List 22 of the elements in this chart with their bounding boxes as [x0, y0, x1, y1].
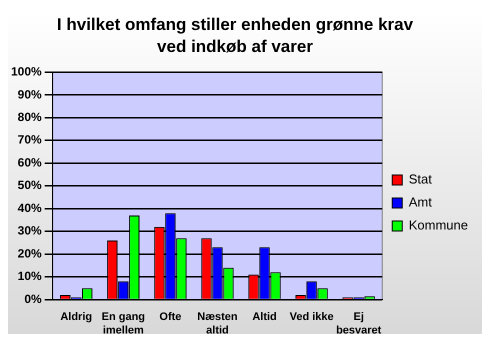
x-tick-label: Ofte: [159, 311, 182, 324]
y-tick-label: 70%: [18, 132, 42, 147]
x-tick-label: Altid: [252, 311, 277, 324]
y-tick-label: 0%: [24, 292, 42, 306]
y-tick-label: 10%: [18, 269, 42, 284]
chart-title: I hvilket omfang stiller enheden grønne krav ved indkøb af varer: [56, 14, 414, 58]
y-tick-label: 80%: [18, 110, 42, 124]
y-tick-label: 30%: [18, 224, 42, 238]
y-tick-label: 40%: [18, 200, 42, 215]
x-tick-label: Næsten altid: [197, 311, 238, 336]
legend-label: Kommune: [408, 218, 468, 233]
x-tick-label: Aldrig: [60, 311, 92, 324]
x-tick-label: Ved ikke: [290, 311, 334, 324]
y-tick-label: 50%: [18, 178, 42, 192]
x-tick-label: En gang imellem: [102, 311, 146, 336]
y-tick-label: 60%: [18, 155, 42, 170]
legend-label: Amt: [408, 194, 432, 210]
x-tick-label: Ej besvaret: [336, 311, 382, 336]
y-tick-label: 90%: [18, 87, 42, 102]
legend-label: Stat: [408, 172, 432, 187]
y-tick-label: 100%: [10, 64, 42, 79]
y-tick-label: 20%: [18, 246, 42, 260]
